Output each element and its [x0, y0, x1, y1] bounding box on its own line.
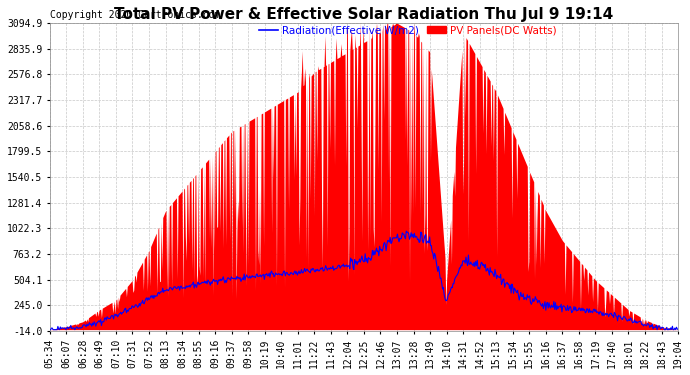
Title: Total PV Power & Effective Solar Radiation Thu Jul 9 19:14: Total PV Power & Effective Solar Radiati… [115, 7, 613, 22]
Legend: Radiation(Effective W/m2), PV Panels(DC Watts): Radiation(Effective W/m2), PV Panels(DC … [259, 25, 557, 35]
Text: Copyright 2020 Cartronics.com: Copyright 2020 Cartronics.com [50, 10, 220, 20]
